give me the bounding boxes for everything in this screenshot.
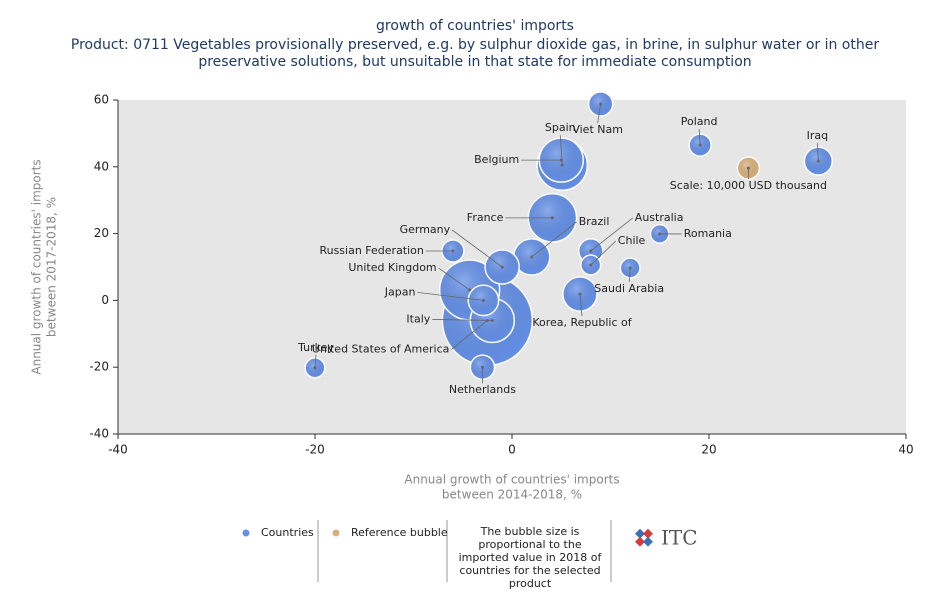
leader-dot: [451, 249, 455, 253]
leader-line: [438, 267, 470, 291]
y-tick-label: 0: [101, 293, 109, 307]
leader-dot: [559, 158, 563, 162]
x-tick-label: -40: [108, 443, 128, 457]
leader-line: [590, 217, 634, 252]
leader-line: [451, 320, 488, 350]
bubble-label: France: [467, 211, 504, 224]
leader-dot: [481, 298, 485, 302]
leader-line: [531, 221, 577, 258]
y-tick-label: -40: [89, 427, 109, 441]
leader-dot: [550, 216, 554, 220]
bubble-label: Saudi Arabia: [594, 282, 664, 295]
leader-dot: [589, 249, 593, 253]
bubble-label: Scale: 10,000 USD thousand: [670, 179, 827, 192]
legend-marker: [241, 528, 251, 538]
bubble-label: Turkey: [297, 341, 334, 354]
bubble-label: Germany: [400, 223, 451, 236]
y-axis-title: Annual growth of countries' imports: [30, 159, 44, 374]
leader-line: [628, 267, 631, 283]
bubble-label: Romania: [684, 227, 732, 240]
chart-subtitle: Product: 0711 Vegetables provisionally p…: [70, 37, 880, 70]
x-tick-label: -20: [305, 443, 325, 457]
leader-dot: [658, 232, 662, 236]
bubble-label: Belgium: [474, 153, 519, 166]
leader-dot: [490, 318, 494, 322]
leader-line: [451, 229, 503, 268]
leader-dot: [480, 365, 484, 369]
bubble-label: Netherlands: [449, 383, 516, 396]
y-tick-label: 60: [94, 93, 109, 107]
leader-line: [579, 294, 583, 317]
x-axis-title: Annual growth of countries' imports: [404, 473, 619, 487]
legend-note: The bubble size is proportional to the i…: [458, 525, 602, 590]
bubble-label: Spain: [545, 121, 576, 134]
leader-line: [816, 143, 819, 162]
x-axis-title: between 2014-2018, %: [442, 488, 582, 502]
bubble-label: Japan: [384, 285, 416, 298]
leader-dot: [746, 166, 750, 170]
leader-dot: [816, 159, 820, 163]
y-tick-label: -20: [89, 360, 109, 374]
logo-text: ITC: [661, 526, 698, 550]
legend-label: Countries: [261, 526, 314, 539]
legend-label: Reference bubble: [351, 526, 448, 539]
bubble-label: Australia: [635, 211, 684, 224]
leader-line: [417, 292, 484, 301]
bubble-label: United Kingdom: [348, 261, 436, 274]
x-tick-label: 40: [898, 443, 913, 457]
bubble-label: Poland: [681, 115, 718, 128]
leader-dot: [628, 266, 632, 270]
leader-line: [698, 129, 701, 146]
bubble-label: Korea, Republic of: [532, 316, 632, 329]
leader-dot: [589, 263, 593, 267]
leader-dot: [468, 288, 472, 292]
leader-dot: [313, 366, 317, 370]
leader-line: [314, 354, 317, 368]
leader-dot: [599, 102, 603, 106]
x-tick-label: 0: [508, 443, 516, 457]
bubble-label: Iraq: [807, 129, 829, 142]
leader-line: [432, 319, 493, 321]
bubble-label: Italy: [406, 312, 430, 325]
chart-title: growth of countries' imports: [376, 18, 574, 34]
x-tick-label: 20: [701, 443, 716, 457]
y-axis-title: between 2017-2018, %: [45, 197, 59, 337]
leader-line: [590, 240, 617, 266]
bubble-label: Viet Nam: [572, 123, 623, 136]
leader-line: [597, 103, 602, 124]
legend-marker: [331, 528, 341, 538]
y-tick-label: 40: [94, 159, 109, 173]
bubble-label: United States of America: [312, 342, 449, 355]
leader-dot: [560, 163, 564, 167]
bubble-label: Russian Federation: [319, 244, 423, 257]
logo-icon: [635, 528, 653, 547]
leader-dot: [530, 255, 534, 259]
bubble-label: Brazil: [579, 215, 610, 228]
y-tick-label: 20: [94, 226, 109, 240]
leader-dot: [500, 265, 504, 269]
bubble-label: Chile: [618, 234, 646, 247]
leader-dot: [578, 292, 582, 296]
leader-dot: [698, 143, 702, 147]
